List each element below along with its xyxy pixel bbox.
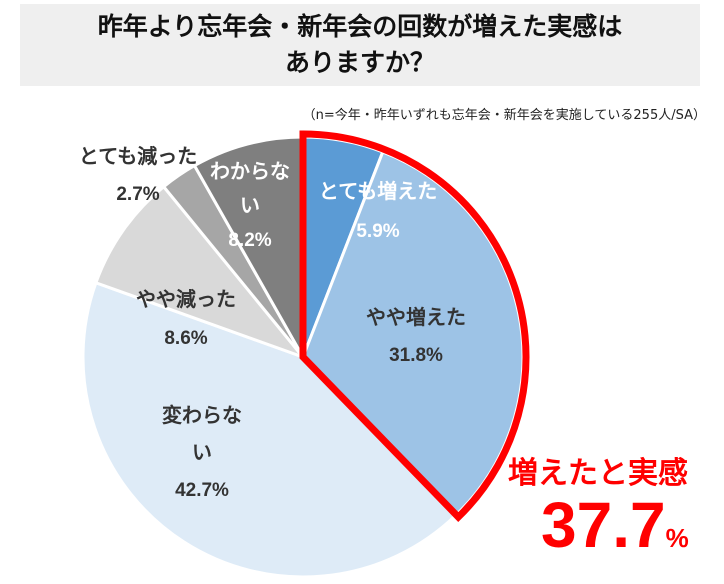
title-box: 昨年より忘年会・新年会の回数が増えた実感は ありますか？ xyxy=(20,4,700,86)
pie-slice-6 xyxy=(192,135,305,363)
slice-value-2: 31.8% xyxy=(389,345,443,366)
highlight-outline xyxy=(299,130,530,522)
slice-value-6: 8.2% xyxy=(228,230,271,251)
slice-name-6-part2: い xyxy=(240,193,260,217)
chart-title-line1: 昨年より忘年会・新年会の回数が増えた実感は xyxy=(97,12,623,41)
highlight-unit: % xyxy=(665,523,689,553)
slice-label-5: とても減った 2.7% xyxy=(79,144,197,205)
highlight-value: 37.7% xyxy=(541,488,689,562)
slice-label-4: やや減った 8.6% xyxy=(136,287,236,349)
slice-label-1: とても増えた 5.9% xyxy=(319,179,437,242)
slice-value-3: 42.7% xyxy=(175,480,229,501)
pie-slice-3 xyxy=(81,280,459,579)
pie-slice-4 xyxy=(93,184,308,361)
slice-value-5: 2.7% xyxy=(116,184,159,205)
slice-name-6-part1: わからな xyxy=(210,159,290,183)
sample-note: （n=今年・昨年いずれも忘年会・新年会を実施している255人/SA） xyxy=(302,108,706,123)
slice-label-2: やや増えた 31.8% xyxy=(366,305,466,366)
slice-name-3-part2: い xyxy=(192,440,212,464)
highlight-label: 増えたと実感 xyxy=(508,456,688,491)
slice-name-3-part1: 変わらな xyxy=(162,403,242,427)
slice-name-1: とても増えた xyxy=(319,179,437,203)
slice-name-4: やや減った xyxy=(136,287,236,311)
slice-value-1: 5.9% xyxy=(356,221,399,242)
slice-name-2: やや増えた xyxy=(366,305,466,329)
slice-value-4: 8.6% xyxy=(164,328,207,349)
slice-name-5: とても減った xyxy=(79,144,197,168)
highlight-number: 37.7 xyxy=(541,489,666,561)
chart-title-line2: ありますか？ xyxy=(284,48,435,77)
